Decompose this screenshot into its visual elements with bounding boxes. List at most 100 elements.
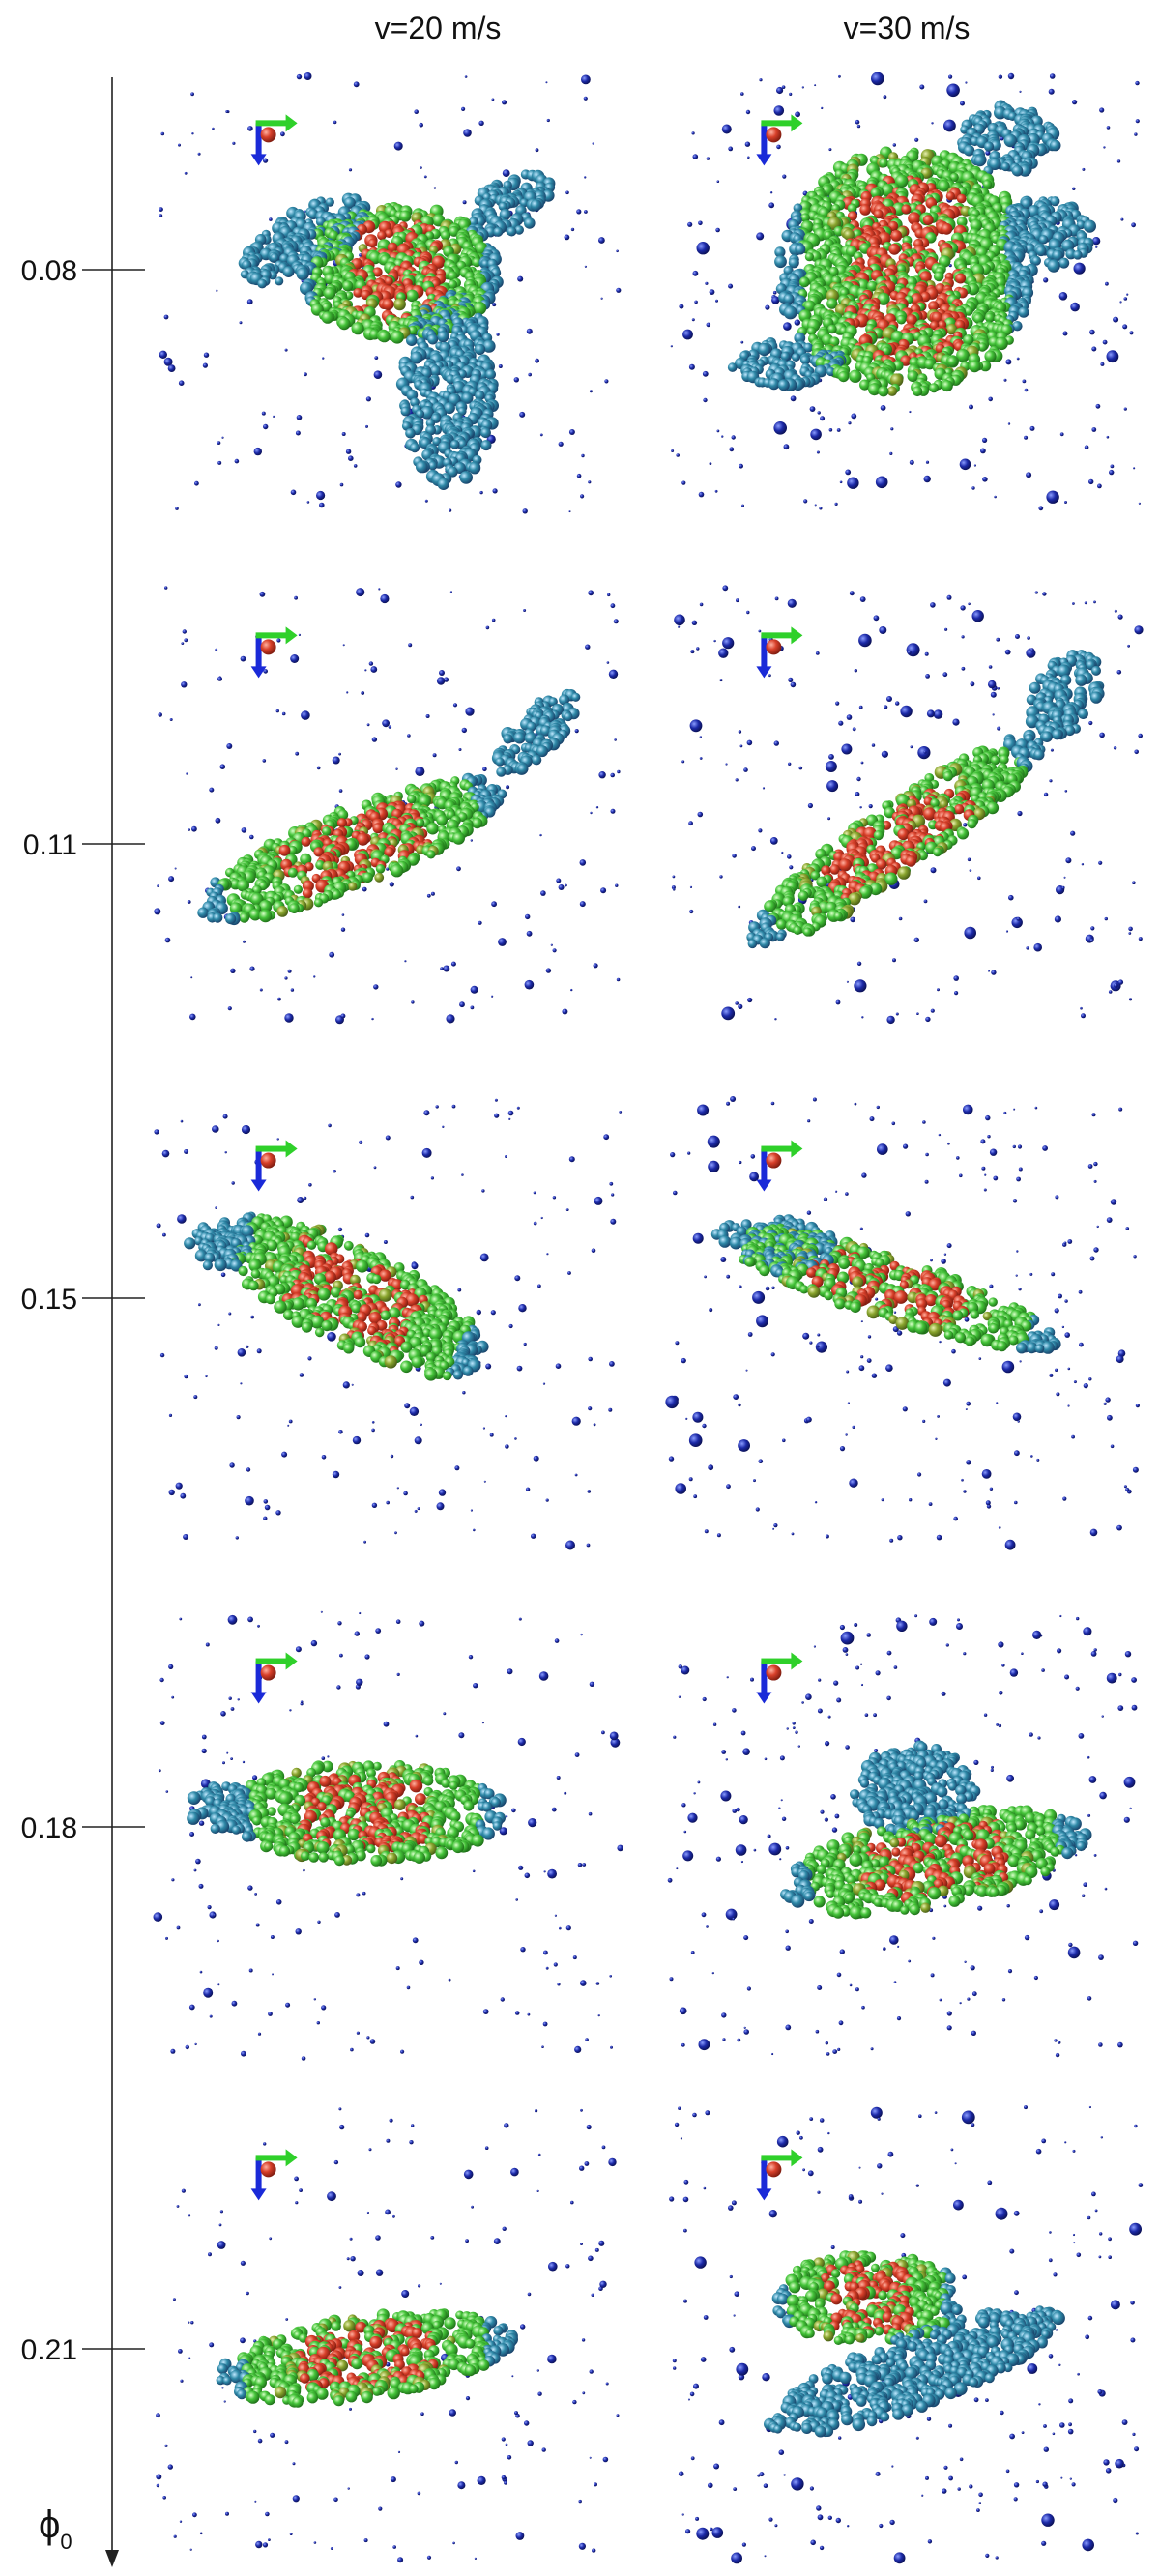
droplet bbox=[295, 430, 301, 436]
droplet bbox=[177, 1214, 187, 1224]
droplet bbox=[776, 86, 784, 95]
droplet bbox=[440, 967, 444, 970]
droplet bbox=[219, 764, 226, 769]
droplet bbox=[968, 602, 971, 606]
droplet bbox=[528, 372, 532, 377]
particle bbox=[727, 362, 738, 372]
particle bbox=[225, 913, 237, 925]
droplet bbox=[516, 1365, 523, 1372]
droplet bbox=[519, 411, 526, 418]
droplet bbox=[342, 1381, 350, 1389]
droplet bbox=[788, 677, 794, 683]
droplet bbox=[457, 1288, 462, 1292]
droplet bbox=[458, 748, 462, 751]
droplet bbox=[892, 143, 896, 147]
particle bbox=[406, 289, 419, 303]
droplet bbox=[854, 669, 857, 673]
droplet bbox=[1050, 748, 1054, 752]
triad-x-head bbox=[791, 626, 803, 645]
droplet bbox=[505, 1415, 508, 1418]
droplet bbox=[954, 991, 959, 996]
droplet bbox=[294, 595, 298, 600]
droplet bbox=[339, 482, 344, 487]
particle bbox=[405, 428, 416, 439]
droplet bbox=[1099, 732, 1105, 738]
droplet bbox=[774, 1018, 777, 1021]
droplet bbox=[838, 720, 844, 726]
particle bbox=[849, 369, 862, 383]
particle bbox=[804, 252, 815, 262]
droplet bbox=[235, 1536, 239, 1540]
droplet bbox=[967, 857, 972, 862]
particle bbox=[485, 369, 496, 380]
droplet bbox=[977, 876, 981, 881]
particle bbox=[1052, 729, 1063, 740]
droplet bbox=[930, 867, 937, 874]
particle bbox=[513, 732, 526, 744]
particle bbox=[1078, 709, 1088, 719]
droplet bbox=[1030, 425, 1035, 431]
droplet bbox=[156, 1223, 161, 1229]
droplet bbox=[815, 651, 820, 655]
droplet bbox=[542, 1382, 546, 1385]
droplet bbox=[371, 737, 378, 742]
droplet bbox=[679, 304, 684, 309]
droplet bbox=[965, 81, 968, 84]
droplet bbox=[839, 480, 843, 484]
droplet bbox=[858, 705, 863, 709]
droplet bbox=[404, 960, 407, 963]
droplet bbox=[439, 670, 445, 676]
droplet bbox=[464, 75, 468, 78]
droplet bbox=[1072, 187, 1076, 190]
droplet bbox=[393, 141, 403, 151]
droplet bbox=[485, 1363, 492, 1370]
droplet bbox=[610, 1218, 617, 1225]
droplet bbox=[898, 916, 903, 921]
droplet bbox=[164, 586, 168, 590]
droplet bbox=[1049, 779, 1053, 783]
droplet bbox=[609, 1361, 615, 1367]
snapshot-panel bbox=[154, 586, 621, 1025]
droplet bbox=[1016, 357, 1020, 361]
droplet bbox=[803, 499, 808, 504]
droplet bbox=[232, 141, 236, 145]
droplet bbox=[356, 588, 365, 597]
particle bbox=[896, 314, 907, 325]
droplet bbox=[526, 930, 533, 937]
droplet bbox=[564, 234, 570, 241]
droplet bbox=[855, 792, 860, 796]
droplet bbox=[731, 435, 736, 440]
droplet bbox=[1027, 636, 1030, 640]
droplet bbox=[1063, 876, 1066, 879]
droplet bbox=[491, 995, 494, 998]
droplet bbox=[287, 1424, 290, 1427]
droplet bbox=[699, 736, 702, 738]
droplet bbox=[226, 743, 233, 749]
droplet bbox=[341, 913, 345, 916]
particle bbox=[378, 330, 391, 343]
droplet bbox=[221, 436, 224, 439]
droplet bbox=[558, 884, 565, 890]
droplet bbox=[758, 629, 762, 633]
droplet bbox=[414, 1509, 418, 1513]
droplet bbox=[194, 480, 199, 486]
droplet bbox=[361, 691, 365, 695]
droplet bbox=[296, 73, 303, 80]
droplet bbox=[513, 377, 519, 383]
droplet bbox=[1095, 246, 1098, 248]
droplet bbox=[1033, 942, 1042, 952]
droplet bbox=[698, 220, 703, 226]
droplet bbox=[969, 404, 973, 410]
droplet bbox=[1097, 483, 1102, 489]
droplet bbox=[364, 1232, 370, 1238]
particle bbox=[967, 819, 977, 829]
particle bbox=[493, 226, 504, 237]
droplet bbox=[224, 1151, 227, 1154]
particle bbox=[410, 351, 423, 364]
particle bbox=[1089, 691, 1103, 704]
droplet bbox=[158, 712, 162, 717]
droplet bbox=[868, 804, 873, 809]
droplet bbox=[699, 602, 704, 607]
droplet bbox=[363, 1540, 366, 1544]
particle bbox=[293, 884, 303, 894]
